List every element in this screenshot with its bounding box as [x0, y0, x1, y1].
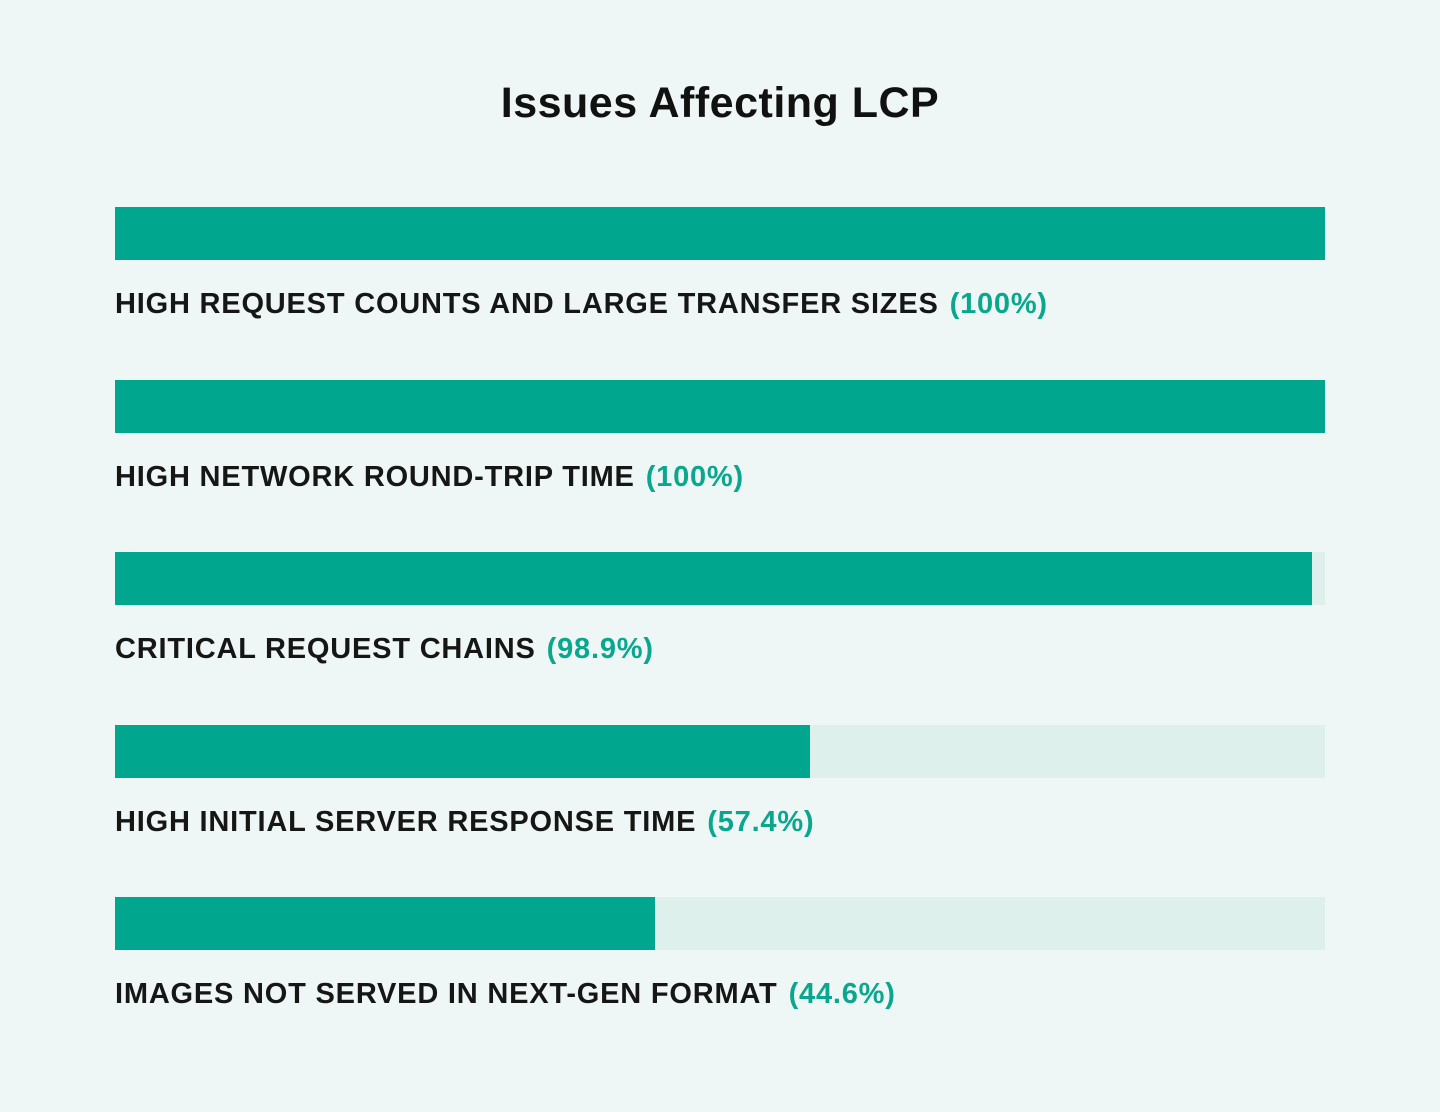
bar-fill: [115, 207, 1325, 260]
bar-label: HIGH NETWORK ROUND-TRIP TIME (100%): [115, 459, 1325, 495]
bar-row: CRITICAL REQUEST CHAINS (98.9%): [115, 552, 1325, 667]
bar-percent-value: (44.6%): [788, 978, 896, 1010]
bar-label: HIGH INITIAL SERVER RESPONSE TIME (57.4%): [115, 804, 1325, 840]
bar-percent-value: (100%): [645, 460, 744, 493]
bar-track: [115, 552, 1325, 605]
bar-row: HIGH INITIAL SERVER RESPONSE TIME (57.4%): [115, 724, 1325, 840]
bar-percent-value: (100%): [949, 288, 1048, 320]
bar-label-text: HIGH INITIAL SERVER RESPONSE TIME: [115, 805, 697, 838]
bar-fill: [115, 897, 655, 950]
bar-row: HIGH NETWORK ROUND-TRIP TIME (100%): [115, 379, 1325, 495]
bar-percent-value: (98.9%): [546, 633, 654, 665]
bar-label: HIGH REQUEST COUNTS AND LARGE TRANSFER S…: [115, 286, 1325, 322]
bar-track: [115, 379, 1325, 433]
chart-title: Issues Affecting LCP: [500, 79, 940, 127]
bar-fill: [115, 379, 1325, 433]
bar-fill: [115, 552, 1312, 605]
bar-label-text: HIGH REQUEST COUNTS AND LARGE TRANSFER S…: [115, 288, 939, 320]
bar-fill: [115, 724, 810, 778]
bar-label: CRITICAL REQUEST CHAINS (98.9%): [115, 631, 1325, 667]
bar-label: IMAGES NOT SERVED IN NEXT-GEN FORMAT (44.…: [115, 976, 1325, 1012]
bar-rows: HIGH REQUEST COUNTS AND LARGE TRANSFER S…: [115, 207, 1325, 1012]
bar-label-text: CRITICAL REQUEST CHAINS: [115, 633, 536, 665]
bar-label-text: IMAGES NOT SERVED IN NEXT-GEN FORMAT: [115, 978, 778, 1010]
bar-row: HIGH REQUEST COUNTS AND LARGE TRANSFER S…: [115, 207, 1325, 322]
bar-row: IMAGES NOT SERVED IN NEXT-GEN FORMAT (44.…: [115, 897, 1325, 1012]
bar-percent-value: (57.4%): [707, 805, 815, 838]
bar-label-text: HIGH NETWORK ROUND-TRIP TIME: [115, 460, 635, 493]
bar-track: [115, 207, 1325, 260]
bar-track: [115, 897, 1325, 950]
bar-track: [115, 724, 1325, 778]
